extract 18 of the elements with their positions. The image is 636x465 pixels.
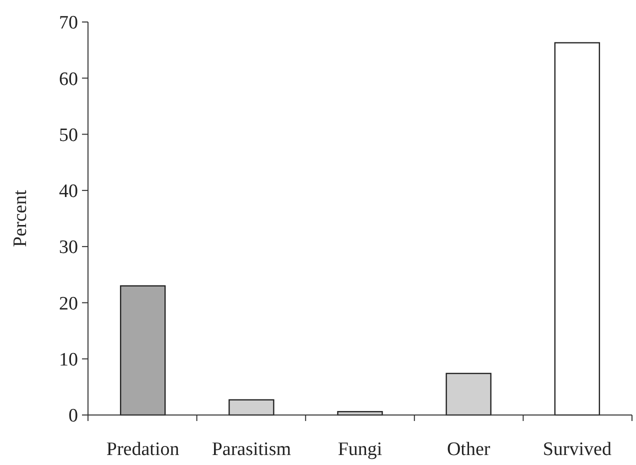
bar	[120, 285, 166, 416]
x-tick-label: Survived	[542, 439, 612, 460]
x-tick-label: Fungi	[338, 439, 382, 460]
x-tick-label: Predation	[106, 439, 180, 460]
x-tick-label: Other	[446, 439, 491, 460]
y-tick-label: 0	[68, 406, 78, 427]
bar	[554, 42, 600, 416]
y-tick-label: 40	[59, 181, 78, 202]
y-tick-label: 70	[59, 12, 78, 34]
x-tick-label: Parasitism	[212, 439, 292, 460]
y-tick-label: 10	[59, 350, 78, 371]
y-axis-title: Percent	[10, 189, 31, 247]
bar	[228, 399, 274, 416]
y-tick-label: 20	[59, 293, 78, 314]
y-tick-label: 50	[59, 124, 78, 146]
bar	[446, 372, 492, 416]
y-tick-label: 30	[59, 237, 78, 258]
y-tick-label: 60	[59, 68, 78, 90]
